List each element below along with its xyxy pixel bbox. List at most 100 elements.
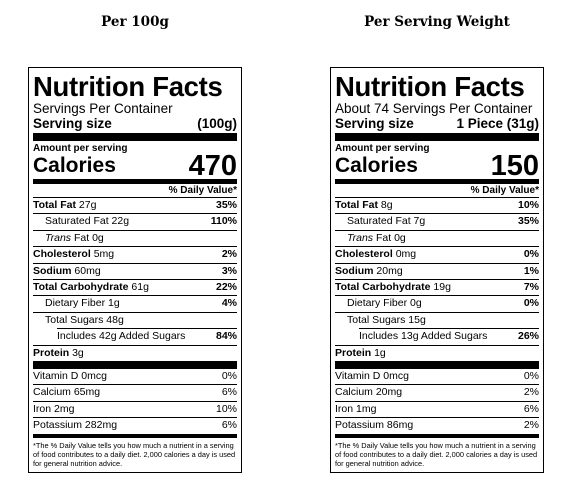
nutrient-pct: 2%	[221, 248, 237, 261]
nutrient-row-sodium: Sodium 20mg 1%	[335, 262, 539, 279]
nutrient-row-calcium: Calcium 20mg 2%	[335, 384, 539, 400]
nutrient-name: Dietary Fiber 1g	[45, 297, 120, 310]
nutrient-pct: 35%	[215, 199, 237, 211]
serving-size-row: Serving size (100g)	[33, 116, 237, 133]
nutrient-row-trans-fat: Trans Fat 0g	[335, 229, 539, 246]
label-title: Nutrition Facts	[335, 71, 525, 102]
thick-divider	[33, 361, 237, 370]
nutrient-name: Includes 13g Added Sugars	[359, 330, 488, 343]
nutrient-name: Saturated Fat 7g	[347, 215, 426, 228]
nutrient-row-total-carbohydrate: Total Carbohydrate 61g 22%	[33, 279, 237, 295]
nutrient-name: Vitamin D 0mcg	[335, 370, 409, 383]
servings-per-container: About 74 Servings Per Container	[335, 101, 533, 116]
serving-size-label: Serving size	[335, 116, 414, 131]
nutrient-row-saturated-fat: Saturated Fat 7g 35%	[335, 213, 539, 229]
nutrition-label-per-100g: Nutrition Facts Servings Per Container S…	[28, 67, 242, 473]
nutrient-row-total-sugars: Total Sugars 48g	[33, 311, 237, 328]
label-title: Nutrition Facts	[33, 71, 223, 102]
daily-value-footnote: *The % Daily Value tells you how much a …	[335, 433, 539, 468]
calories-label: Calories	[335, 154, 418, 177]
nutrition-label-per-serving: Nutrition Facts About 74 Servings Per Co…	[330, 67, 544, 473]
nutrient-name: Trans	[347, 231, 374, 244]
servings-per-container: Servings Per Container	[33, 101, 173, 116]
nutrient-name: Cholesterol	[33, 248, 91, 261]
nutrient-pct: 35%	[517, 215, 539, 228]
nutrient-pct: 6%	[221, 419, 237, 432]
nutrient-amount: 0mg	[395, 248, 417, 261]
nutrient-name: Iron 1mg	[335, 402, 377, 415]
nutrient-amount: Fat 0g	[73, 231, 104, 244]
nutrient-pct: 2%	[523, 419, 539, 432]
added-sugars-divider	[359, 328, 539, 330]
nutrient-amount: 20mg	[376, 264, 403, 277]
serving-size-value: 1 Piece (31g)	[456, 116, 539, 131]
nutrient-row-cholesterol: Cholesterol 5mg 2%	[33, 246, 237, 262]
nutrient-name: Trans	[45, 231, 72, 244]
calories-row: Calories 470	[33, 150, 237, 182]
nutrient-pct: 110%	[210, 215, 237, 228]
nutrient-row-dietary-fiber: Dietary Fiber 0g 0%	[335, 295, 539, 311]
calories-value: 150	[490, 150, 539, 182]
serving-size-label: Serving size	[33, 116, 112, 131]
nutrient-row-calcium: Calcium 65mg 6%	[33, 384, 237, 400]
nutrient-pct: 0%	[523, 248, 539, 261]
nutrient-name: Total Carbohydrate	[335, 281, 431, 294]
nutrient-pct: 10%	[517, 199, 539, 211]
nutrient-row-total-sugars: Total Sugars 15g	[335, 311, 539, 328]
daily-value-header: % Daily Value*	[470, 185, 539, 196]
nutrient-name: Iron 2mg	[33, 402, 75, 415]
nutrient-row-potassium: Potassium 86mg 2%	[335, 417, 539, 433]
nutrient-row-cholesterol: Cholesterol 0mg 0%	[335, 246, 539, 262]
nutrient-pct: 0%	[221, 370, 237, 383]
nutrient-amount: 27g	[78, 199, 97, 211]
nutrient-name: Potassium 86mg	[335, 419, 414, 432]
medium-divider	[33, 179, 237, 184]
nutrient-row-potassium: Potassium 282mg 6%	[33, 417, 237, 433]
nutrient-pct: 0%	[523, 370, 539, 383]
thick-divider	[335, 361, 539, 370]
nutrient-row-vitamin-d: Vitamin D 0mcg 0%	[33, 369, 237, 384]
nutrient-name: Dietary Fiber 0g	[347, 297, 422, 310]
nutrient-amount: 5mg	[93, 248, 115, 261]
nutrient-name: Includes 42g Added Sugars	[57, 330, 186, 343]
nutrient-name: Calcium 65mg	[33, 386, 101, 399]
serving-size-row: Serving size 1 Piece (31g)	[335, 116, 539, 133]
nutrient-row-total-fat: Total Fat 8g 10%	[335, 197, 539, 213]
nutrient-row-iron: Iron 1mg 6%	[335, 400, 539, 417]
nutrient-row-total-carbohydrate: Total Carbohydrate 19g 7%	[335, 279, 539, 295]
nutrient-pct: 4%	[221, 297, 237, 310]
nutrient-row-added-sugars: Includes 42g Added Sugars 84%	[33, 328, 237, 344]
nutrient-row-sodium: Sodium 60mg 3%	[33, 262, 237, 279]
nutrient-amount: Fat 0g	[375, 231, 406, 244]
nutrient-name: Calcium 20mg	[335, 386, 403, 399]
amount-per-serving: Amount per serving	[335, 143, 430, 154]
nutrient-amount: 1g	[374, 346, 386, 359]
nutrient-name: Sodium	[33, 264, 72, 277]
thick-divider	[335, 133, 539, 141]
nutrient-row-trans-fat: Trans Fat 0g	[33, 229, 237, 246]
nutrient-name: Protein	[33, 346, 70, 359]
nutrient-amount: 61g	[131, 281, 149, 294]
nutrient-name: Protein	[335, 346, 372, 359]
nutrient-row-vitamin-d: Vitamin D 0mcg 0%	[335, 369, 539, 384]
nutrient-name: Total Fat	[335, 199, 378, 211]
calories-label: Calories	[33, 154, 116, 177]
calories-value: 470	[188, 150, 237, 182]
nutrient-row-added-sugars: Includes 13g Added Sugars 26%	[335, 328, 539, 344]
nutrient-row-total-fat: Total Fat 27g 35%	[33, 197, 237, 213]
nutrient-row-saturated-fat: Saturated Fat 22g 110%	[33, 213, 237, 229]
calories-row: Calories 150	[335, 150, 539, 182]
nutrient-row-protein: Protein 3g	[33, 344, 237, 361]
nutrient-amount: 19g	[433, 281, 451, 294]
nutrient-pct: 84%	[215, 330, 237, 343]
nutrient-name: Total Sugars 48g	[45, 313, 124, 326]
nutrient-pct: 1%	[523, 264, 539, 277]
nutrient-pct: 26%	[517, 330, 539, 343]
nutrient-name: Potassium 282mg	[33, 419, 118, 432]
nutrient-name: Sodium	[335, 264, 374, 277]
medium-divider	[335, 179, 539, 184]
nutrient-name: Total Fat	[33, 199, 76, 211]
nutrient-name: Saturated Fat 22g	[45, 215, 130, 228]
thick-divider	[33, 133, 237, 141]
daily-value-header: % Daily Value*	[168, 185, 237, 196]
